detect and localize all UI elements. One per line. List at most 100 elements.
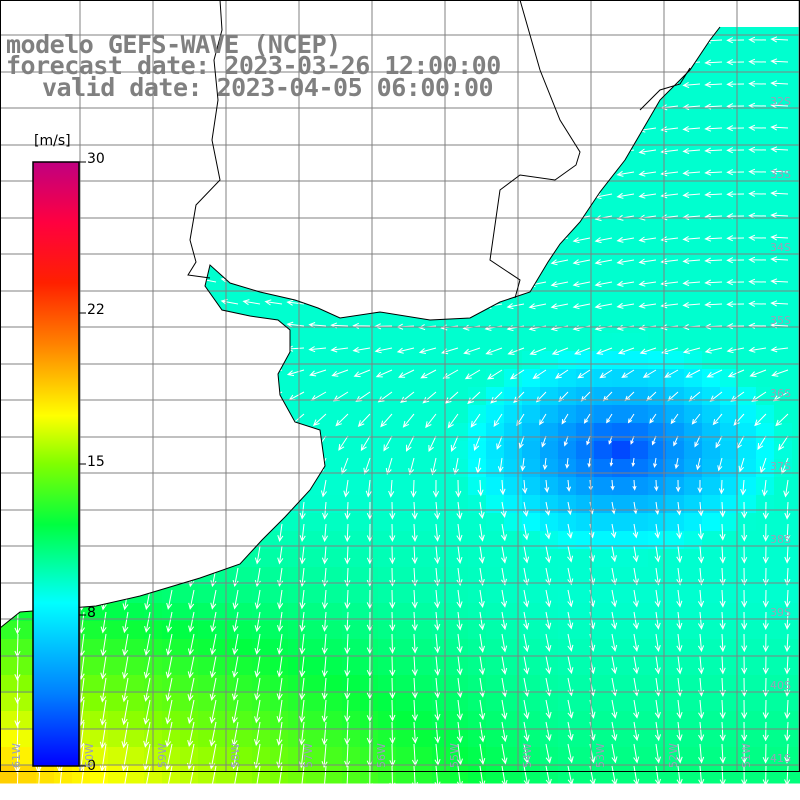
wind-arrow bbox=[762, 721, 769, 742]
wind-arrow bbox=[727, 369, 745, 378]
wind-arrow bbox=[254, 633, 261, 655]
wind-arrow bbox=[462, 258, 481, 265]
wind-arrow bbox=[719, 721, 726, 742]
wind-arrow bbox=[697, 655, 705, 675]
wind-arrow bbox=[110, 344, 128, 352]
wind-arrow bbox=[155, 391, 173, 400]
wind-arrow bbox=[523, 721, 530, 742]
wind-arrow bbox=[188, 611, 195, 633]
wind-arrow bbox=[8, 435, 19, 452]
wind-arrow bbox=[567, 501, 573, 516]
wind-arrow bbox=[748, 234, 767, 241]
wind-arrow bbox=[254, 589, 261, 610]
wind-arrow bbox=[632, 567, 639, 586]
wind-arrow bbox=[166, 545, 173, 565]
wind-arrow bbox=[154, 122, 173, 129]
wind-arrow bbox=[422, 391, 437, 404]
wind-arrow bbox=[567, 611, 574, 630]
wind-arrow bbox=[209, 479, 217, 497]
wind-arrow bbox=[352, 36, 371, 43]
wind-arrow bbox=[264, 277, 283, 284]
wind-arrow bbox=[428, 435, 437, 453]
wind-arrow bbox=[254, 677, 261, 701]
wind-arrow bbox=[501, 611, 508, 631]
wind-arrow bbox=[375, 369, 393, 378]
wind-arrow bbox=[611, 611, 618, 630]
wind-arrow bbox=[14, 743, 21, 774]
wind-arrow bbox=[330, 102, 349, 109]
wind-arrow bbox=[101, 523, 108, 543]
wind-arrow bbox=[719, 611, 726, 630]
wind-arrow bbox=[220, 254, 239, 261]
wind-arrow bbox=[610, 545, 617, 563]
wind-arrow bbox=[264, 255, 283, 262]
wind-arrow bbox=[220, 100, 239, 107]
wind-arrow bbox=[506, 303, 525, 310]
wind-arrow bbox=[616, 192, 635, 199]
wind-arrow bbox=[99, 699, 107, 726]
wind-arrow bbox=[432, 479, 440, 498]
wind-arrow bbox=[116, 435, 129, 450]
wind-arrow bbox=[611, 633, 618, 652]
wind-arrow bbox=[411, 633, 418, 654]
wind-arrow bbox=[321, 633, 328, 655]
wind-arrow bbox=[567, 655, 574, 675]
wind-arrow bbox=[308, 168, 327, 175]
wind-arrow bbox=[176, 369, 195, 376]
wind-arrow bbox=[784, 743, 791, 764]
wind-arrow bbox=[440, 148, 459, 155]
wind-arrow bbox=[210, 589, 217, 610]
wind-arrow bbox=[100, 677, 107, 703]
wind-arrow bbox=[501, 633, 508, 653]
wind-arrow bbox=[0, 278, 19, 285]
wind-arrow bbox=[388, 479, 395, 498]
wind-arrow bbox=[132, 254, 151, 261]
wind-arrow bbox=[762, 633, 769, 653]
wind-arrow bbox=[501, 655, 508, 675]
wind-arrow bbox=[500, 523, 507, 542]
wind-arrow bbox=[231, 479, 239, 497]
wind-arrow bbox=[321, 699, 328, 723]
wind-arrow bbox=[418, 236, 437, 243]
wind-arrow bbox=[132, 344, 151, 351]
wind-arrow bbox=[220, 122, 239, 129]
wind-arrow bbox=[88, 321, 107, 328]
wind-arrow bbox=[770, 234, 789, 241]
wind-arrow bbox=[566, 479, 572, 492]
wind-arrow bbox=[770, 146, 789, 153]
wind-arrow bbox=[697, 545, 705, 564]
wind-arrow bbox=[682, 147, 701, 155]
wind-arrow bbox=[0, 146, 19, 153]
wind-arrow bbox=[344, 589, 351, 610]
wind-arrow bbox=[121, 699, 129, 726]
wind-arrow bbox=[165, 633, 173, 656]
wind-arrow bbox=[484, 148, 503, 155]
wind-arrow bbox=[762, 589, 769, 608]
latitude-label: 40S bbox=[770, 679, 791, 692]
wind-arrow bbox=[726, 169, 745, 176]
wind-arrow bbox=[462, 236, 481, 243]
wind-arrow bbox=[523, 567, 530, 586]
wind-arrow bbox=[456, 677, 463, 699]
wind-arrow bbox=[775, 413, 789, 427]
wind-arrow bbox=[374, 323, 393, 330]
wind-arrow bbox=[264, 321, 283, 328]
wind-arrow bbox=[654, 699, 661, 719]
wind-arrow bbox=[501, 743, 508, 765]
wind-arrow bbox=[121, 677, 129, 703]
wind-arrow bbox=[242, 255, 261, 262]
wind-arrow bbox=[594, 303, 613, 310]
wind-arrow bbox=[286, 145, 305, 152]
wind-arrow bbox=[242, 123, 261, 130]
wind-arrow bbox=[198, 369, 217, 376]
wind-arrow bbox=[704, 191, 723, 198]
wind-arrow bbox=[14, 523, 21, 543]
wind-arrow bbox=[434, 567, 441, 587]
wind-arrow bbox=[186, 765, 195, 793]
wind-arrow bbox=[0, 322, 19, 329]
forecast-date: forecast date: 2023-03-26 12:00:00 bbox=[6, 51, 501, 80]
wind-arrow bbox=[685, 369, 701, 378]
wind-arrow bbox=[649, 413, 657, 424]
wind-arrow bbox=[654, 655, 661, 675]
